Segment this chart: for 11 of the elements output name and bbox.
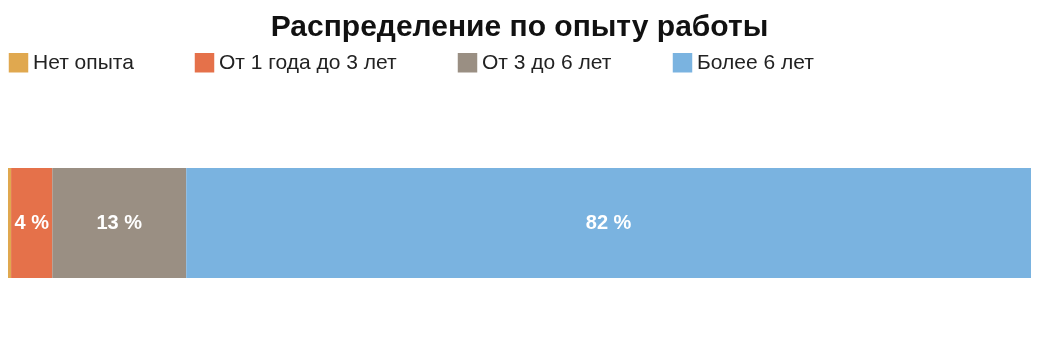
data-label: 4 % (14, 211, 50, 233)
legend-label: От 3 до 6 лет (482, 49, 612, 73)
legend-label: Нет опыта (33, 49, 135, 73)
data-label: 13 % (96, 211, 143, 233)
chart-title: Распределение по опыту работы (270, 9, 769, 42)
legend-label: Более 6 лет (697, 49, 815, 73)
bar (8, 168, 12, 278)
legend-label: От 1 года до 3 лет (219, 49, 397, 73)
data-label: 82 % (585, 211, 632, 233)
bar (11, 168, 53, 278)
bar (52, 168, 187, 278)
